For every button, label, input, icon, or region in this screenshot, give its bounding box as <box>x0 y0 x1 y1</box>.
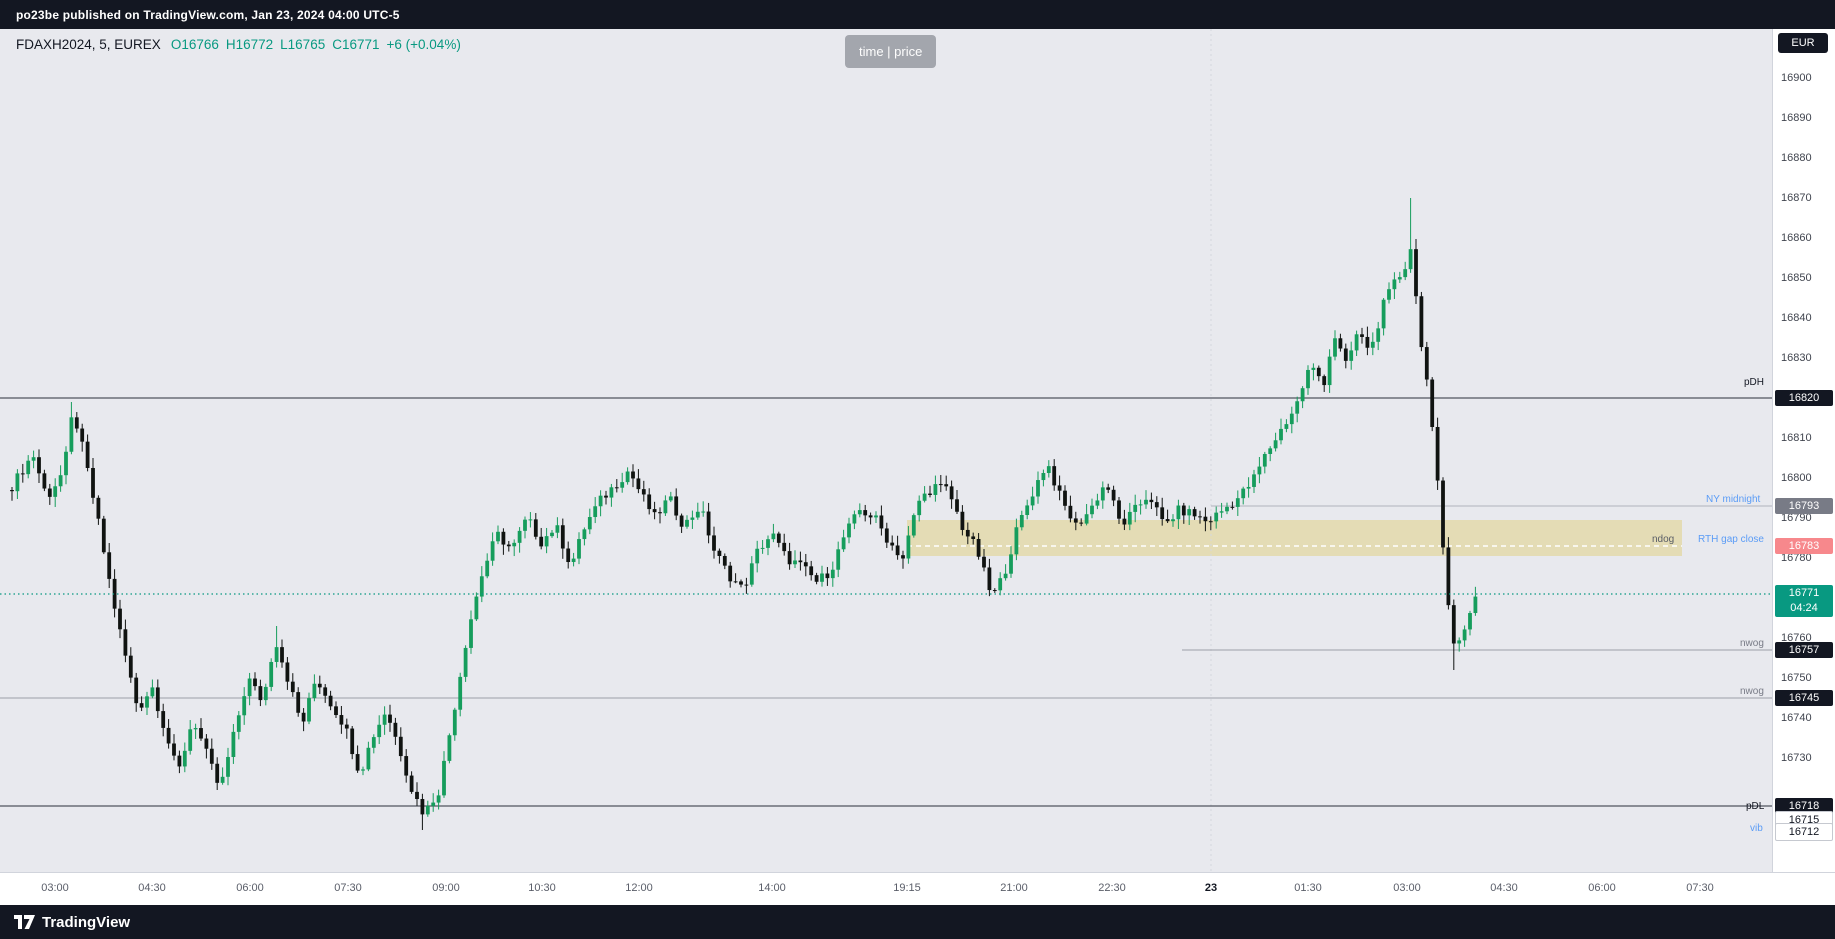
publish-banner-text: po23be published on TradingView.com, Jan… <box>16 7 400 22</box>
time-label-2230: 22:30 <box>1098 882 1126 894</box>
price-badge-nwog-lower: 16745 <box>1775 690 1833 706</box>
bar-countdown: 04:24 <box>1790 602 1818 614</box>
symbol-legend: FDAXH2024, 5, EUREX O16766 H16772 L16765 C16… <box>16 37 468 52</box>
price-axis[interactable]: EUR 16900 16890 16880 16870 16860 16850 16840 1… <box>1772 29 1835 872</box>
price-badge-16712: 16712 <box>1775 823 1833 841</box>
ohlc-high: H16772 <box>225 37 274 52</box>
price-label-16890: 16890 <box>1781 112 1812 124</box>
currency-badge[interactable]: EUR <box>1778 33 1828 53</box>
price-badge-nwog-upper: 16757 <box>1775 642 1833 658</box>
price-badge-RTH-gap-close: 16783 <box>1775 538 1833 554</box>
price-label-16760: 16760 <box>1781 632 1812 644</box>
ohlc-close: C16771 <box>332 37 380 52</box>
price-badge-NY-midnight: 16793 <box>1775 498 1833 514</box>
time-price-toggle[interactable]: time | price <box>845 35 937 68</box>
time-label-1200: 12:00 <box>625 882 653 894</box>
time-label-0430: 04:30 <box>138 882 166 894</box>
tradingview-wordmark: TradingView <box>42 913 131 931</box>
ohlc-change: +6 (+0.04%) <box>386 37 461 52</box>
time-label-23: 23 <box>1204 882 1218 894</box>
current-price-value: 16771 <box>1788 587 1820 599</box>
ndog-zone <box>907 520 1682 556</box>
price-label-16840: 16840 <box>1781 312 1812 324</box>
price-label-16870: 16870 <box>1781 192 1812 204</box>
ohlc-open: O16766 <box>170 37 219 52</box>
ohlc-low: L16765 <box>280 37 326 52</box>
price-label-16900: 16900 <box>1781 72 1812 84</box>
publish-banner: po23be published on TradingView.com, Jan… <box>0 0 1835 29</box>
price-label-16750: 16750 <box>1781 672 1812 684</box>
time-label-1400: 14:00 <box>758 882 786 894</box>
price-label-16800: 16800 <box>1781 472 1812 484</box>
time-label-0130: 01:30 <box>1294 882 1322 894</box>
time-label-1915: 19:15 <box>893 882 921 894</box>
time-label-0900: 09:00 <box>432 882 460 894</box>
price-label-16780: 16780 <box>1781 552 1812 564</box>
time-label-0600: 06:00 <box>1588 882 1616 894</box>
time-label-0300: 03:00 <box>1393 882 1421 894</box>
price-label-16790: 16790 <box>1781 512 1812 524</box>
chart-area[interactable]: pDH NY midnight ndog RTH gap close nwog nwog p… <box>0 29 1772 872</box>
price-label-16860: 16860 <box>1781 232 1812 244</box>
footer-bar: TradingView <box>0 905 1835 939</box>
time-label-1030: 10:30 <box>528 882 556 894</box>
price-label-16880: 16880 <box>1781 152 1812 164</box>
price-label-16850: 16850 <box>1781 272 1812 284</box>
time-label-0600: 06:00 <box>236 882 264 894</box>
candlestick-plot[interactable] <box>0 29 1772 872</box>
time-label-0730: 07:30 <box>1686 882 1714 894</box>
time-label-0730: 07:30 <box>334 882 362 894</box>
time-label-0300: 03:00 <box>41 882 69 894</box>
symbol-title: FDAXH2024, 5, EUREX <box>16 37 161 52</box>
price-label-16730: 16730 <box>1781 752 1812 764</box>
time-label-2100: 21:00 <box>1000 882 1028 894</box>
price-label-16830: 16830 <box>1781 352 1812 364</box>
tradingview-logo-icon <box>14 915 35 929</box>
time-label-0430: 04:30 <box>1490 882 1518 894</box>
tradingview-logo[interactable]: TradingView <box>14 914 130 931</box>
time-axis[interactable]: 03:00 04:30 06:00 07:30 09:00 10:30 12:00 14:00… <box>0 872 1835 905</box>
price-badge-pDL: 16718 <box>1775 798 1833 814</box>
price-label-16740: 16740 <box>1781 712 1812 724</box>
price-label-16810: 16810 <box>1781 432 1812 444</box>
current-price-badge: 16771 04:24 <box>1775 585 1833 617</box>
price-badge-pDH: 16820 <box>1775 390 1833 406</box>
